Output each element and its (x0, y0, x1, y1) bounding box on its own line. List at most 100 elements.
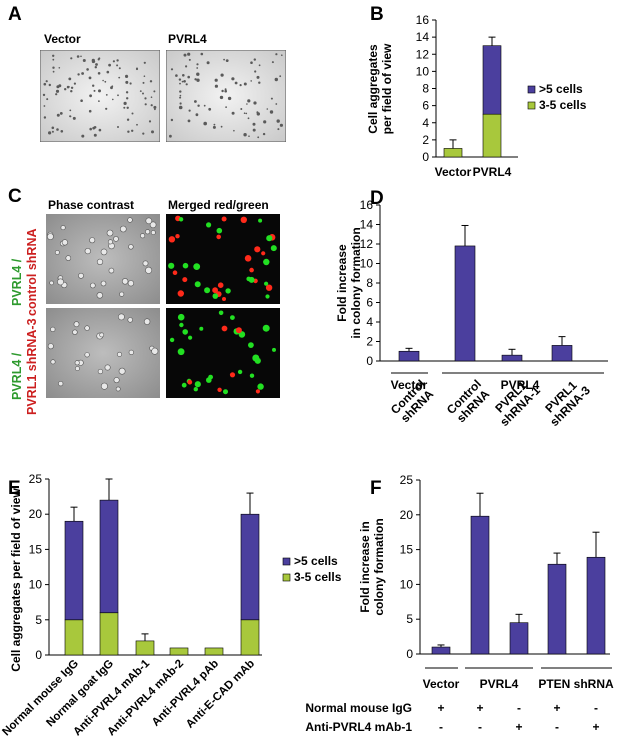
cell-dot (225, 59, 229, 62)
cell-dot (271, 61, 274, 64)
cell-dot (69, 109, 72, 112)
cell-dot (96, 258, 104, 266)
chart-b-bar (482, 45, 502, 115)
cell-dot (219, 95, 224, 100)
cell-dot (206, 377, 212, 383)
cell-dot (97, 72, 101, 75)
chart-f-mark: - (478, 720, 482, 734)
cell-dot (47, 343, 54, 350)
chart-b-ytick-label: 10 (416, 64, 430, 78)
cell-dot (194, 381, 201, 388)
cell-dot (98, 128, 102, 132)
cell-dot (60, 130, 64, 133)
cell-dot (253, 58, 256, 61)
chart-d-ytick-label: 2 (366, 335, 373, 349)
cell-dot (43, 116, 47, 119)
cell-dot (244, 255, 252, 262)
cell-dot (151, 130, 154, 134)
cell-dot (212, 287, 218, 294)
chart-d-ytick-label: 8 (366, 276, 373, 290)
row2-label-pvrl4: PVRL4 / (10, 352, 24, 400)
chart-e-ytick-label: 5 (35, 613, 42, 627)
cell-dot (258, 218, 263, 223)
cell-dot (128, 244, 134, 250)
cell-dot (55, 93, 58, 96)
chart-b-xtick-label: PVRL4 (473, 165, 512, 179)
cell-dot (43, 105, 46, 107)
cell-dot (217, 282, 224, 288)
cell-dot (92, 126, 96, 130)
chart-e-bar (240, 619, 260, 656)
cell-dot (142, 81, 145, 84)
cell-dot (185, 83, 188, 86)
cell-dot (56, 113, 60, 117)
chart-e-legend-label: 3-5 cells (294, 570, 342, 584)
cell-dot (149, 80, 153, 83)
cell-dot (253, 101, 257, 105)
cell-dot (213, 123, 216, 126)
cell-dot (197, 104, 200, 107)
cell-dot (200, 52, 204, 56)
cell-dot (170, 118, 174, 122)
cell-dot (98, 100, 100, 102)
chart-f-group-label: PVRL4 (480, 677, 519, 691)
cell-dot (279, 75, 282, 78)
cell-dot (252, 122, 256, 126)
cell-dot (74, 366, 80, 371)
cell-dot (275, 53, 278, 56)
cell-dot (49, 280, 54, 286)
cell-dot (214, 78, 218, 82)
cell-dot (123, 106, 126, 109)
cell-dot (195, 113, 199, 117)
chart-d-bar (551, 345, 573, 362)
pvrl4-micrograph (166, 50, 286, 142)
panel-letter-a: A (8, 4, 22, 25)
cell-dot (182, 262, 189, 269)
cell-dot (175, 234, 180, 239)
cell-dot (68, 86, 70, 88)
cell-dot (187, 75, 190, 79)
cell-dot (88, 76, 92, 80)
chart-e-bar (135, 640, 155, 656)
cell-dot (181, 80, 184, 83)
cell-dot (276, 119, 280, 123)
cell-dot (57, 278, 64, 286)
chart-b-ytick-label: 12 (416, 47, 430, 61)
chart-b-bar (443, 148, 463, 158)
cell-dot (51, 130, 54, 133)
chart-d-xtick-label: PVRL1shRNA-1 (488, 374, 543, 429)
cell-dot (92, 84, 95, 87)
cell-dot (93, 89, 96, 92)
cell-dot (196, 63, 199, 66)
cell-dot (52, 66, 55, 69)
cell-dot (233, 129, 235, 132)
chart-e-legend-swatch (282, 573, 291, 582)
cell-dot (47, 233, 54, 240)
cell-dot (256, 75, 260, 79)
panel-c-label-phase: Phase contrast (48, 198, 135, 212)
cell-dot (106, 70, 110, 74)
cell-dot (50, 326, 56, 333)
cell-dot (216, 227, 223, 234)
cell-dot (243, 112, 246, 114)
chart-f-ytick-label: 25 (400, 473, 414, 487)
cell-dot (61, 239, 69, 246)
cell-dot (140, 233, 146, 239)
cell-dot (88, 109, 92, 113)
cell-dot (193, 387, 198, 392)
cell-dot (70, 57, 73, 60)
cell-dot (46, 98, 49, 101)
cell-dot (175, 74, 178, 77)
cell-dot (182, 329, 188, 335)
cell-dot (58, 84, 62, 88)
cell-dot (218, 310, 224, 316)
cell-dot (142, 260, 149, 267)
cell-dot (153, 90, 156, 93)
cell-dot (255, 389, 260, 394)
cell-dot (178, 105, 183, 110)
cell-dot (55, 89, 60, 93)
chart-f-bar (431, 646, 451, 655)
row2-label-shrna: PVRL1 shRNA-3 (25, 318, 39, 415)
cell-dot (73, 82, 76, 85)
cell-dot (243, 133, 247, 137)
